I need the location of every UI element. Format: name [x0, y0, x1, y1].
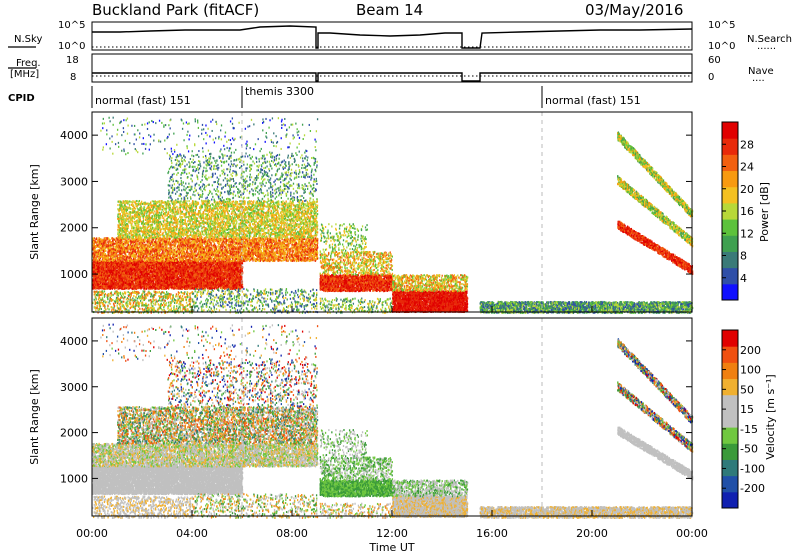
noise-axis-top: 10^5 [58, 20, 85, 31]
nsky-label: N.Sky [14, 34, 42, 45]
freq-unit-label: [MHz] [10, 69, 39, 80]
cpid-label: CPID [8, 93, 35, 104]
beam-title: Beam 14 [356, 1, 423, 19]
nave-axis-bottom: 0 [708, 72, 714, 83]
nave-dots: .... [752, 73, 765, 84]
cpid-segment-3: normal (fast) 151 [545, 94, 641, 107]
station-title: Buckland Park (fitACF) [92, 1, 259, 19]
cpid-segment-1: normal (fast) 151 [95, 94, 191, 107]
freq-panel: Freq. [MHz] 18 8 60 0 Nave .... [8, 54, 774, 84]
freq-line [92, 73, 692, 81]
cpid-segment-2: themis 3300 [245, 85, 314, 98]
freq-axis-top: 18 [66, 55, 79, 66]
noise-axis-bottom-right: 10^0 [708, 41, 735, 52]
noise-sky-line [92, 26, 692, 48]
nave-axis-top: 60 [708, 55, 721, 66]
noise-axis-bottom: 10^0 [58, 41, 85, 52]
noise-axis-top-right: 10^5 [708, 20, 735, 31]
freq-axis-bottom: 8 [70, 72, 76, 83]
nsearch-dots: ...... [757, 41, 776, 52]
cpid-panel: CPID normal (fast) 151 themis 3300 norma… [8, 85, 641, 108]
date-title: 03/May/2016 [585, 1, 683, 19]
noise-panel: N.Sky 10^5 10^0 10^5 10^0 N.Search .....… [8, 20, 792, 52]
